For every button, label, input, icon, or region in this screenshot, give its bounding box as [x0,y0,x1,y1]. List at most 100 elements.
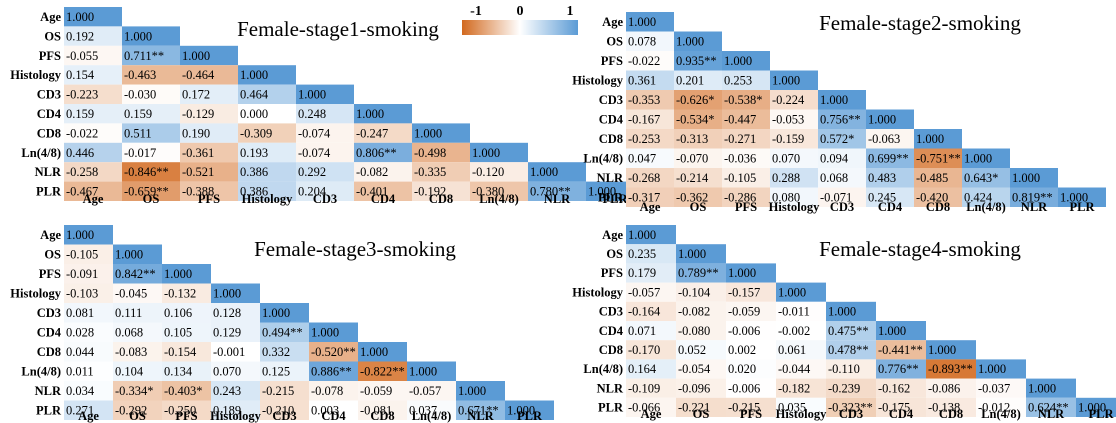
row-label: CD3 [37,306,61,320]
column-label: CD3 [313,192,337,206]
cell-value-label: 1.000 [409,365,437,379]
heatmap-cell [926,340,976,360]
heatmap-cell [456,381,505,401]
row-label: Histology [10,287,61,301]
cell-value-label: -0.323** [828,401,873,415]
cell-value-label: -0.626* [676,93,715,107]
cell-value-label: -0.224 [772,93,805,107]
row-label: PFS [39,49,61,63]
column-label: Histology [242,192,293,206]
heatmap-cell [926,359,976,379]
cell-value-label: -0.520** [311,345,356,359]
cell-value-label: 0.292 [298,165,326,179]
cell-value-label: 1.000 [507,404,535,418]
column-label: CD8 [939,407,963,421]
cell-value-label: 1.000 [928,343,956,357]
heatmap-cell [676,397,726,417]
cell-value-label: 0.020 [728,362,756,376]
heatmap-cell [818,129,866,149]
heatmap-cell [180,84,238,104]
heatmap-cell [962,148,1010,168]
cell-value-label: -0.822** [360,365,405,379]
column-label: Ln(4/8) [479,192,519,206]
cell-value-label: 0.011 [66,365,94,379]
cell-value-label: 1.000 [115,248,143,262]
heatmap-cell [626,321,676,341]
heatmap-cell [626,31,674,51]
cell-value-label: 1.000 [978,362,1006,376]
cell-value-label: 1.000 [676,35,704,49]
cell-value-label: -0.271 [724,132,756,146]
heatmap-cell [676,340,726,360]
cell-value-label: 0.070 [772,152,800,166]
heatmap-cell [818,109,866,129]
heatmap-cell [676,244,726,264]
heatmap-cell [776,359,826,379]
cell-value-label: 0.078 [628,35,656,49]
heatmap-cell [180,142,238,163]
cell-value-label: 0.624** [1028,401,1069,415]
cell-value-label: 0.192 [66,29,94,43]
cell-value-label: -0.309 [240,126,272,140]
heatmap-cell [626,12,674,32]
cell-value-label: -0.258 [66,165,98,179]
cell-value-label: 1.000 [828,305,856,319]
heatmap-cell [309,342,358,362]
cell-value-label: -0.082 [356,165,388,179]
heatmap-cell [412,123,470,143]
row-label: CD8 [37,126,61,140]
heatmap-cell [818,187,866,207]
column-label: CD4 [321,409,346,423]
heatmap-cell [64,162,122,182]
cell-value-label: 1.000 [213,287,241,301]
cell-value-label: 0.935** [676,54,717,68]
row-label: Age [40,10,61,24]
heatmap-cell [296,123,354,143]
row-label: Histology [572,74,623,88]
heatmap-cell [676,301,726,321]
heatmap-cell [358,342,407,362]
cell-value-label: 0.886** [311,365,352,379]
heatmap-cell [122,104,180,124]
column-label: PFS [198,192,220,206]
cell-value-label: 1.000 [1078,401,1106,415]
heatmap-cell [770,90,818,110]
cell-value-label: -0.403* [164,384,203,398]
cell-value-label: 0.511 [124,126,152,140]
heatmap-cell [962,168,1010,188]
column-label: PFS [175,409,197,423]
cell-value-label: 0.061 [778,343,806,357]
heatmap-cell [826,378,876,398]
heatmap-cell [238,142,296,163]
heatmap-cell [180,181,238,201]
heatmap-cell [238,181,296,201]
cell-value-label: 0.047 [628,152,656,166]
heatmap-cell [726,301,776,321]
heatmap-cell [64,381,113,401]
cell-value-label: -0.074 [298,146,331,160]
cell-value-label: -0.012 [978,401,1010,415]
heatmap-cell [726,321,776,341]
heatmap-cell [528,181,586,201]
legend-mid-label: 0 [517,4,524,19]
cell-value-label: 1.000 [66,228,94,242]
cell-value-label: 0.478** [828,343,869,357]
heatmap-cell [470,142,528,163]
cell-value-label: 1.000 [458,384,486,398]
cell-value-label: -0.335 [414,165,446,179]
cell-value-label: -0.464 [182,68,215,82]
cell-value-label: 0.288 [772,171,800,185]
row-label: PFS [601,266,623,280]
cell-value-label: 0.106 [164,306,192,320]
heatmap-cell [1010,168,1058,188]
cell-value-label: -0.036 [724,152,756,166]
row-label: NLR [597,381,624,395]
heatmap-cell [1010,187,1058,207]
column-label: CD8 [926,200,950,214]
cell-value-label: -0.175 [878,401,910,415]
cell-value-label: -0.001 [213,345,245,359]
cell-value-label: -0.317 [628,191,660,205]
heatmap-cell [64,7,122,27]
cell-value-label: -0.380 [472,185,504,199]
cell-value-label: -0.096 [678,381,710,395]
